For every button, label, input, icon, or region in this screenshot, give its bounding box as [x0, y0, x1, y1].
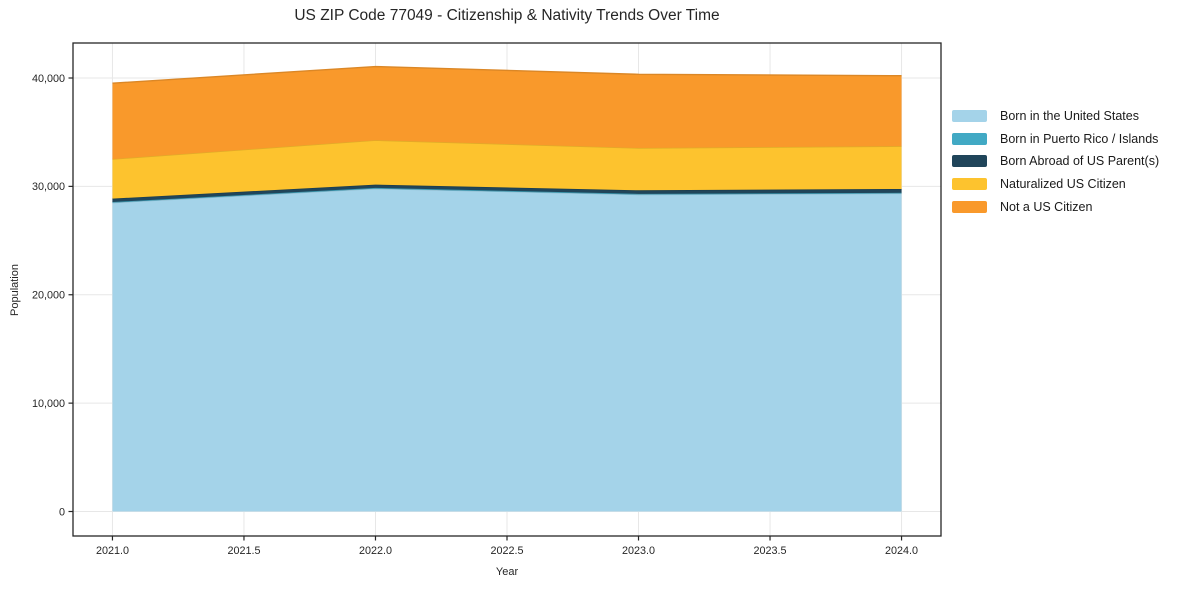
legend: Born in the United States Born in Puerto … — [952, 105, 1159, 218]
legend-row-2: Born Abroad of US Parent(s) — [952, 150, 1159, 173]
chart-title: US ZIP Code 77049 - Citizenship & Nativi… — [294, 7, 720, 24]
x-axis-label: Year — [495, 566, 519, 578]
x-tick-label: 2021.5 — [227, 545, 260, 557]
y-axis-label: Population — [9, 264, 21, 316]
legend-label: Born in Puerto Rico / Islands — [1000, 131, 1159, 146]
area-series-3 — [112, 140, 902, 199]
area-edge-series-4 — [112, 65, 902, 84]
legend-label: Born Abroad of US Parent(s) — [1000, 154, 1160, 169]
area-series-2 — [112, 184, 902, 202]
legend-row-4: Not a US Citizen — [952, 195, 1159, 218]
x-tick-label: 2022.5 — [490, 545, 523, 557]
area-series-4 — [112, 66, 902, 160]
x-tick-label: 2023.5 — [754, 545, 787, 557]
x-tick-label: 2022.0 — [359, 545, 392, 557]
legend-row-1: Born in Puerto Rico / Islands — [952, 128, 1159, 151]
y-tick-label: 0 — [59, 506, 65, 518]
legend-label: Born in the United States — [1000, 109, 1139, 124]
x-tick-label: 2021.0 — [96, 545, 129, 557]
area-series-0 — [112, 188, 902, 512]
legend-row-0: Born in the United States — [952, 105, 1159, 128]
legend-label: Naturalized US Citizen — [1000, 177, 1126, 192]
legend-swatch-icon — [952, 132, 987, 145]
legend-swatch-icon — [952, 110, 987, 123]
y-tick-label: 10,000 — [32, 398, 65, 410]
legend-row-3: Naturalized US Citizen — [952, 173, 1159, 196]
y-tick-label: 30,000 — [32, 181, 65, 193]
x-tick-label: 2024.0 — [885, 545, 918, 557]
y-tick-label: 40,000 — [32, 73, 65, 85]
legend-swatch-icon — [952, 178, 987, 191]
legend-swatch-icon — [952, 200, 987, 213]
legend-swatch-icon — [952, 155, 987, 168]
y-tick-label: 20,000 — [32, 290, 65, 302]
legend-label: Not a US Citizen — [1000, 199, 1093, 214]
x-tick-label: 2023.0 — [622, 545, 655, 557]
